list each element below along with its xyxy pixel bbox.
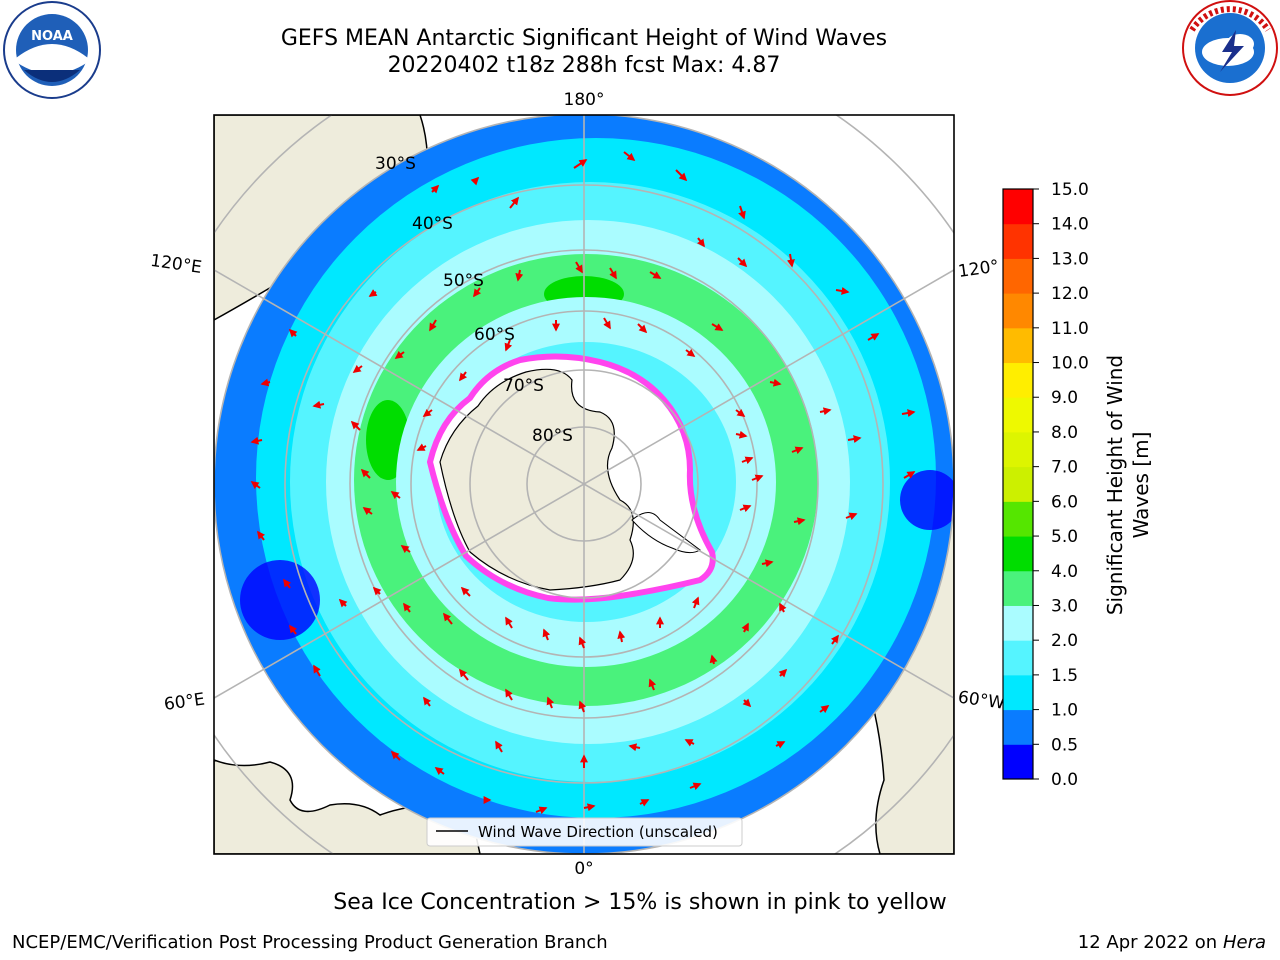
colorbar-bin-4.0-5.0 [1003, 536, 1033, 572]
colorbar-label: Significant Height of Wind Waves [m] [1103, 355, 1153, 615]
colorbar-bin-5.0-6.0 [1003, 501, 1033, 537]
colorbar-bin-9.0-10.0 [1003, 362, 1033, 398]
colorbar-tick-label: 14.0 [1051, 215, 1089, 235]
colorbar-label-line2: Waves [m] [1129, 432, 1153, 539]
wind-wave-arrows [250, 151, 916, 815]
colorbar-bin-1.5-2.0 [1003, 640, 1033, 676]
chart-title: GEFS MEAN Antarctic Significant Height o… [280, 26, 888, 51]
colorbar-tick-label: 5.0 [1051, 527, 1078, 547]
colorbar-tick-label: 12.0 [1051, 284, 1089, 304]
noaa-logo: NOAA [3, 1, 101, 99]
chart-subtitle: 20220402 t18z 288h fcst Max: 4.87 [387, 53, 781, 78]
map-legend: Wind Wave Direction (unscaled) [426, 817, 743, 847]
lat-label-50s: 50°S [443, 271, 484, 291]
colorbar-tick-label: 11.0 [1051, 319, 1089, 339]
colorbar-tick-label: 2.0 [1051, 631, 1078, 651]
colorbar-tick-label: 9.0 [1051, 388, 1078, 408]
colorbar-bin-6.0-7.0 [1003, 466, 1033, 502]
colorbar-tick-label: 10.0 [1051, 354, 1089, 374]
antarctica-landmass [439, 368, 634, 591]
lat-label-30s: 30°S [375, 154, 416, 174]
lon-label-lower-left: 60°E [163, 689, 206, 714]
colorbar-bin-11.0-12.0 [1003, 293, 1033, 329]
colorbar-bin-2.0-3.0 [1003, 605, 1033, 641]
colorbar-bin-7.0-8.0 [1003, 431, 1033, 468]
colorbar-bin-0.0-0.5 [1003, 744, 1033, 780]
colorbar-bin-14.0-15.0 [1003, 189, 1033, 225]
colorbar-frame [1002, 188, 1034, 780]
colorbar-tick-label: 4.0 [1051, 562, 1078, 582]
colorbar-tick-label: 13.0 [1051, 249, 1089, 269]
lon-label-upper-left: 120°E [149, 251, 203, 278]
lon-label-top: 180° [564, 90, 605, 110]
sea-ice-caption: Sea Ice Concentration > 15% is shown in … [333, 890, 947, 915]
colorbar-tick-label: 1.5 [1051, 666, 1078, 686]
colorbar-tick-label: 15.0 [1051, 180, 1089, 200]
footer-date: 12 Apr 2022 on Hera [1078, 932, 1266, 953]
graticule [214, 115, 954, 854]
colorbar-bin-1.0-1.5 [1003, 674, 1033, 711]
colorbar-tick-label: 0.5 [1051, 735, 1078, 755]
colorbar-tick-label: 0.0 [1051, 770, 1078, 790]
lat-label-40s: 40°S [412, 214, 453, 234]
colorbar-tick-label: 7.0 [1051, 458, 1078, 478]
lon-label-upper-right: 120° [957, 256, 1000, 282]
lon-label-lower-right: 60°W [957, 687, 1006, 713]
colorbar: 15.0 14.0 13.0 12.0 11.0 10.0 9.0 8.0 7.0 6.0 5.0 4… [1002, 180, 1089, 790]
colorbar-bin-8.0-9.0 [1003, 397, 1033, 433]
colorbar-tick-label: 8.0 [1051, 423, 1078, 443]
footer-branch: NCEP/EMC/Verification Post Processing Pr… [12, 932, 608, 953]
colorbar-bin-10.0-11.0 [1003, 327, 1033, 364]
nws-logo [1182, 0, 1278, 96]
latitude-labels: 30°S 40°S 50°S 60°S 70°S 80°S [375, 154, 573, 446]
colorbar-label-line1: Significant Height of Wind [1103, 355, 1127, 615]
lat-label-80s: 80°S [532, 426, 573, 446]
legend-label: Wind Wave Direction (unscaled) [478, 823, 718, 841]
lon-label-bottom: 0° [574, 859, 593, 879]
footer-date-text: 12 Apr 2022 on [1077, 932, 1223, 953]
colorbar-bin-0.5-1.0 [1003, 709, 1033, 745]
colorbar-bin-12.0-13.0 [1003, 258, 1033, 294]
noaa-logo-text: NOAA [31, 29, 73, 44]
colorbar-tick-label: 3.0 [1051, 596, 1078, 616]
colorbar-tick-label: 1.0 [1051, 701, 1078, 721]
footer-host: Hera [1222, 932, 1266, 953]
colorbar-tick-label: 6.0 [1051, 492, 1078, 512]
colorbar-bin-13.0-14.0 [1003, 223, 1033, 259]
lat-label-70s: 70°S [503, 376, 544, 396]
colorbar-bin-3.0-4.0 [1003, 570, 1033, 606]
lat-label-60s: 60°S [474, 325, 515, 345]
